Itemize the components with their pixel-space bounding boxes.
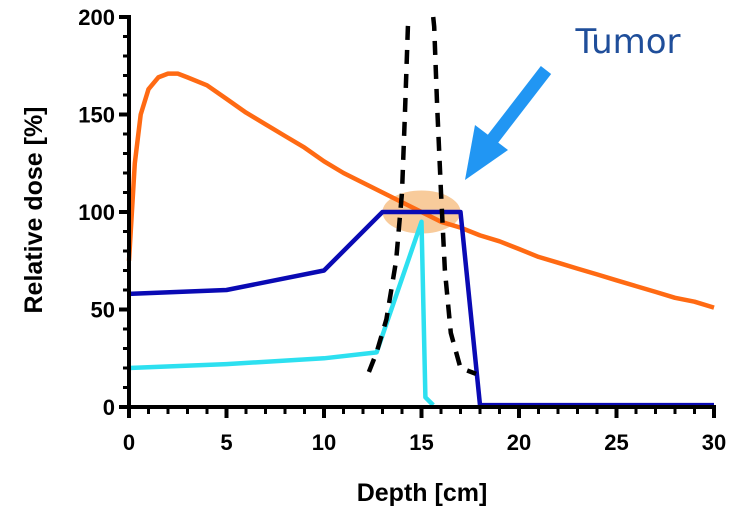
x-tick-label: 25 <box>604 430 628 455</box>
x-tick-label: 5 <box>220 430 232 455</box>
annotation-layer: Tumor <box>465 22 681 180</box>
x-axis-title: Depth [cm] <box>357 479 488 507</box>
y-tick-label: 100 <box>78 200 115 225</box>
series-line-5 <box>430 16 477 377</box>
series-line-3 <box>128 219 435 407</box>
y-tick-label: 150 <box>78 103 115 128</box>
tumor-arrow-head <box>465 125 508 180</box>
tumor-arrow-shaft <box>486 66 552 144</box>
x-tick-label: 30 <box>702 430 726 455</box>
series-line-1 <box>126 71 715 310</box>
series-line-4 <box>366 16 412 373</box>
x-tick-label: 10 <box>312 430 336 455</box>
x-tick-label: 20 <box>507 430 531 455</box>
y-tick-label: 50 <box>91 298 115 323</box>
y-tick-label: 200 <box>78 5 115 30</box>
x-tick-label: 0 <box>123 430 135 455</box>
y-axis-title: Relative dose [%] <box>20 106 48 313</box>
tumor-annotation-label: Tumor <box>574 22 680 62</box>
axes: 0 50 100 150 200 0 5 10 15 20 25 30 <box>78 5 726 455</box>
y-tick-label: 0 <box>103 395 115 420</box>
x-tick-label: 15 <box>409 430 433 455</box>
series-layer <box>126 16 715 408</box>
